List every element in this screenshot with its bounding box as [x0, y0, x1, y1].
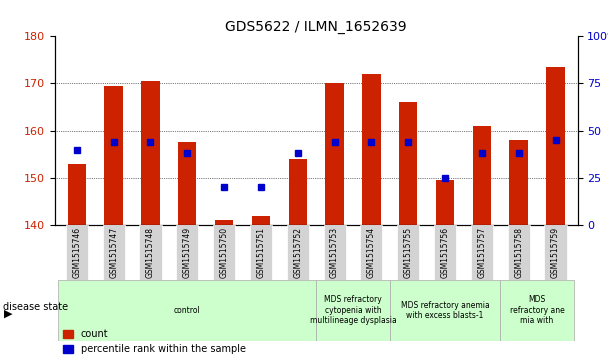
FancyBboxPatch shape: [316, 280, 390, 341]
FancyBboxPatch shape: [434, 225, 456, 280]
Text: disease state: disease state: [3, 302, 68, 312]
Text: GSM1515750: GSM1515750: [219, 227, 229, 278]
FancyBboxPatch shape: [103, 225, 125, 280]
Text: GSM1515759: GSM1515759: [551, 227, 560, 278]
FancyBboxPatch shape: [361, 225, 382, 280]
Bar: [436, 180, 454, 225]
FancyBboxPatch shape: [176, 225, 198, 280]
FancyBboxPatch shape: [287, 225, 309, 280]
Legend: count, percentile rank within the sample: count, percentile rank within the sample: [60, 326, 250, 358]
FancyBboxPatch shape: [390, 280, 500, 341]
Text: GSM1515748: GSM1515748: [146, 227, 155, 278]
Bar: [510, 140, 528, 225]
Text: MDS refractory anemia
with excess blasts-1: MDS refractory anemia with excess blasts…: [401, 301, 489, 320]
Bar: [399, 102, 418, 225]
Text: GSM1515754: GSM1515754: [367, 227, 376, 278]
FancyBboxPatch shape: [397, 225, 420, 280]
Text: GSM1515752: GSM1515752: [293, 227, 302, 278]
FancyBboxPatch shape: [139, 225, 162, 280]
FancyBboxPatch shape: [58, 280, 316, 341]
Text: GSM1515749: GSM1515749: [183, 227, 192, 278]
Text: GSM1515751: GSM1515751: [257, 227, 266, 278]
Title: GDS5622 / ILMN_1652639: GDS5622 / ILMN_1652639: [226, 20, 407, 34]
Bar: [141, 81, 160, 225]
Text: ▶: ▶: [4, 309, 13, 319]
Text: MDS
refractory ane
mia with: MDS refractory ane mia with: [510, 295, 564, 325]
FancyBboxPatch shape: [500, 280, 574, 341]
FancyBboxPatch shape: [508, 225, 530, 280]
Text: GSM1515747: GSM1515747: [109, 227, 118, 278]
FancyBboxPatch shape: [250, 225, 272, 280]
Bar: [178, 142, 196, 225]
Bar: [472, 126, 491, 225]
Bar: [289, 159, 307, 225]
Bar: [105, 86, 123, 225]
Bar: [67, 164, 86, 225]
Bar: [325, 83, 344, 225]
Text: control: control: [174, 306, 201, 315]
FancyBboxPatch shape: [213, 225, 235, 280]
Text: GSM1515757: GSM1515757: [477, 227, 486, 278]
Bar: [252, 216, 270, 225]
FancyBboxPatch shape: [471, 225, 493, 280]
Bar: [362, 74, 381, 225]
Bar: [547, 67, 565, 225]
Bar: [215, 220, 233, 225]
Text: MDS refractory
cytopenia with
multilineage dysplasia: MDS refractory cytopenia with multilinea…: [309, 295, 396, 325]
Text: GSM1515746: GSM1515746: [72, 227, 81, 278]
FancyBboxPatch shape: [323, 225, 345, 280]
FancyBboxPatch shape: [66, 225, 88, 280]
Text: GSM1515756: GSM1515756: [441, 227, 449, 278]
Text: GSM1515758: GSM1515758: [514, 227, 523, 278]
Text: GSM1515753: GSM1515753: [330, 227, 339, 278]
Text: GSM1515755: GSM1515755: [404, 227, 413, 278]
FancyBboxPatch shape: [544, 225, 567, 280]
